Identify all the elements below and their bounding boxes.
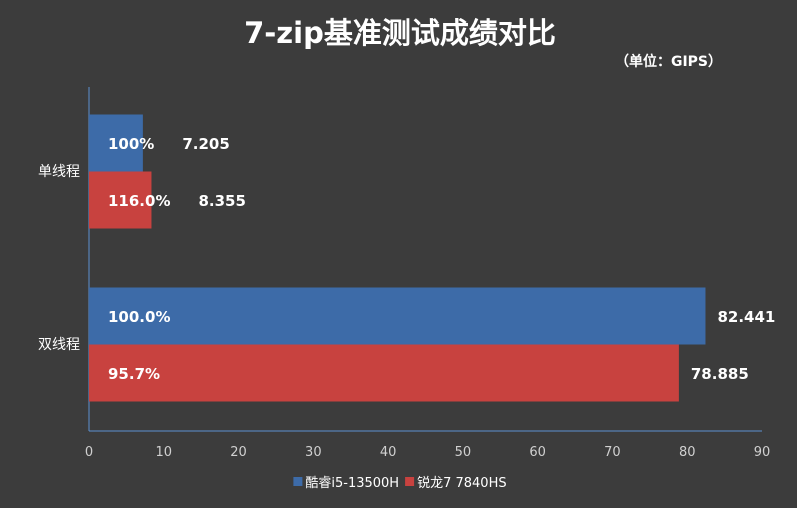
x-tick-label: 80: [679, 445, 696, 460]
bar: [89, 114, 143, 172]
bar: [89, 171, 152, 229]
legend-swatch: [293, 477, 303, 486]
x-tick-label: 40: [380, 445, 397, 460]
x-tick-label: 10: [156, 445, 173, 460]
bar-value-label: 8.355: [198, 192, 245, 210]
bar-percent-label: 116.0%: [108, 192, 170, 210]
bar-value-label: 78.885: [691, 365, 749, 383]
legend-swatch: [405, 477, 415, 486]
x-tick-label: 50: [455, 445, 472, 460]
x-tick-label: 20: [230, 445, 247, 460]
category-label: 双线程: [38, 337, 80, 353]
bar-percent-label: 100.0%: [108, 308, 170, 326]
legend-item: 酷睿i5-13500H: [293, 476, 399, 491]
x-tick-label: 0: [85, 445, 93, 460]
legend-item: 锐龙7 7840HS: [405, 476, 507, 491]
x-tick-label: 60: [529, 445, 546, 460]
chart-title: 7-zip基准测试成绩对比: [244, 16, 556, 50]
bar: [89, 287, 706, 345]
legend: 酷睿i5-13500H 锐龙7 7840HS: [293, 476, 507, 491]
legend-label: 锐龙7 7840HS: [417, 476, 507, 491]
bar-percent-label: 95.7%: [108, 365, 160, 383]
bar: [89, 344, 679, 402]
legend-label: 酷睿i5-13500H: [305, 476, 399, 491]
x-tick-label: 70: [604, 445, 621, 460]
bar-percent-label: 100%: [108, 135, 154, 153]
bar-value-label: 7.205: [182, 135, 229, 153]
bar-value-label: 82.441: [717, 308, 775, 326]
x-tick-label: 30: [305, 445, 322, 460]
unit-label: （单位：GIPS）: [615, 53, 722, 70]
x-tick-label: 90: [754, 445, 771, 460]
category-label: 单线程: [38, 164, 80, 180]
